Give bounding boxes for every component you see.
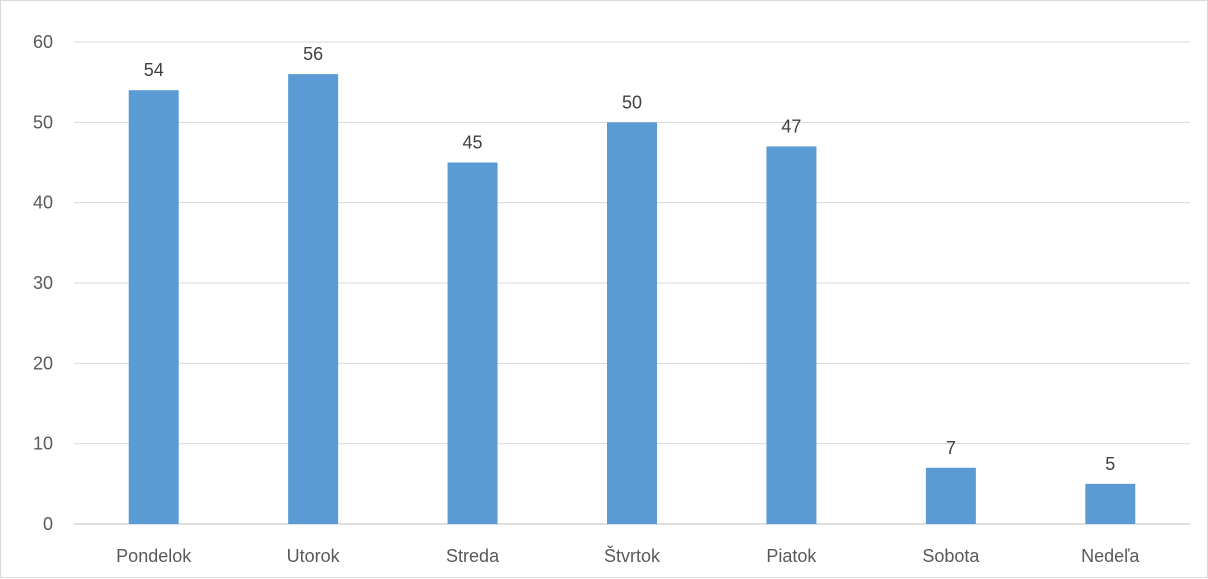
y-tick-label: 60 <box>33 32 53 52</box>
data-label: 54 <box>144 60 164 80</box>
y-tick-label: 10 <box>33 434 53 454</box>
x-tick-label: Nedeľa <box>1081 546 1140 566</box>
x-tick-label: Piatok <box>766 546 817 566</box>
x-axis-ticks: Pondelok Utorok Streda Štvrtok Piatok Sobota N… <box>116 545 1140 566</box>
bar <box>925 467 976 524</box>
y-tick-label: 50 <box>33 112 53 132</box>
bar <box>607 122 657 524</box>
data-label: 45 <box>463 133 483 153</box>
data-labels: 54 56 45 50 47 7 5 <box>144 44 1116 474</box>
bar <box>288 74 339 524</box>
y-tick-label: 0 <box>43 514 53 534</box>
bar <box>766 146 817 524</box>
data-label: 47 <box>781 116 801 136</box>
x-tick-label: Sobota <box>922 546 980 566</box>
bar <box>447 162 498 524</box>
x-tick-label: Streda <box>446 546 500 566</box>
data-label: 50 <box>622 92 642 112</box>
data-label: 56 <box>303 44 323 64</box>
data-label: 7 <box>946 438 956 458</box>
x-tick-label: Pondelok <box>116 546 192 566</box>
y-tick-label: 20 <box>33 353 53 373</box>
y-tick-label: 40 <box>33 193 53 213</box>
bars <box>128 74 1136 524</box>
data-label: 5 <box>1105 454 1115 474</box>
bar <box>128 90 179 524</box>
y-tick-label: 30 <box>33 273 53 293</box>
y-axis-ticks: 0 10 20 30 40 50 60 <box>33 32 53 534</box>
x-tick-label: Utorok <box>287 546 341 566</box>
bar <box>1085 483 1136 524</box>
x-tick-label: Štvrtok <box>604 545 661 566</box>
